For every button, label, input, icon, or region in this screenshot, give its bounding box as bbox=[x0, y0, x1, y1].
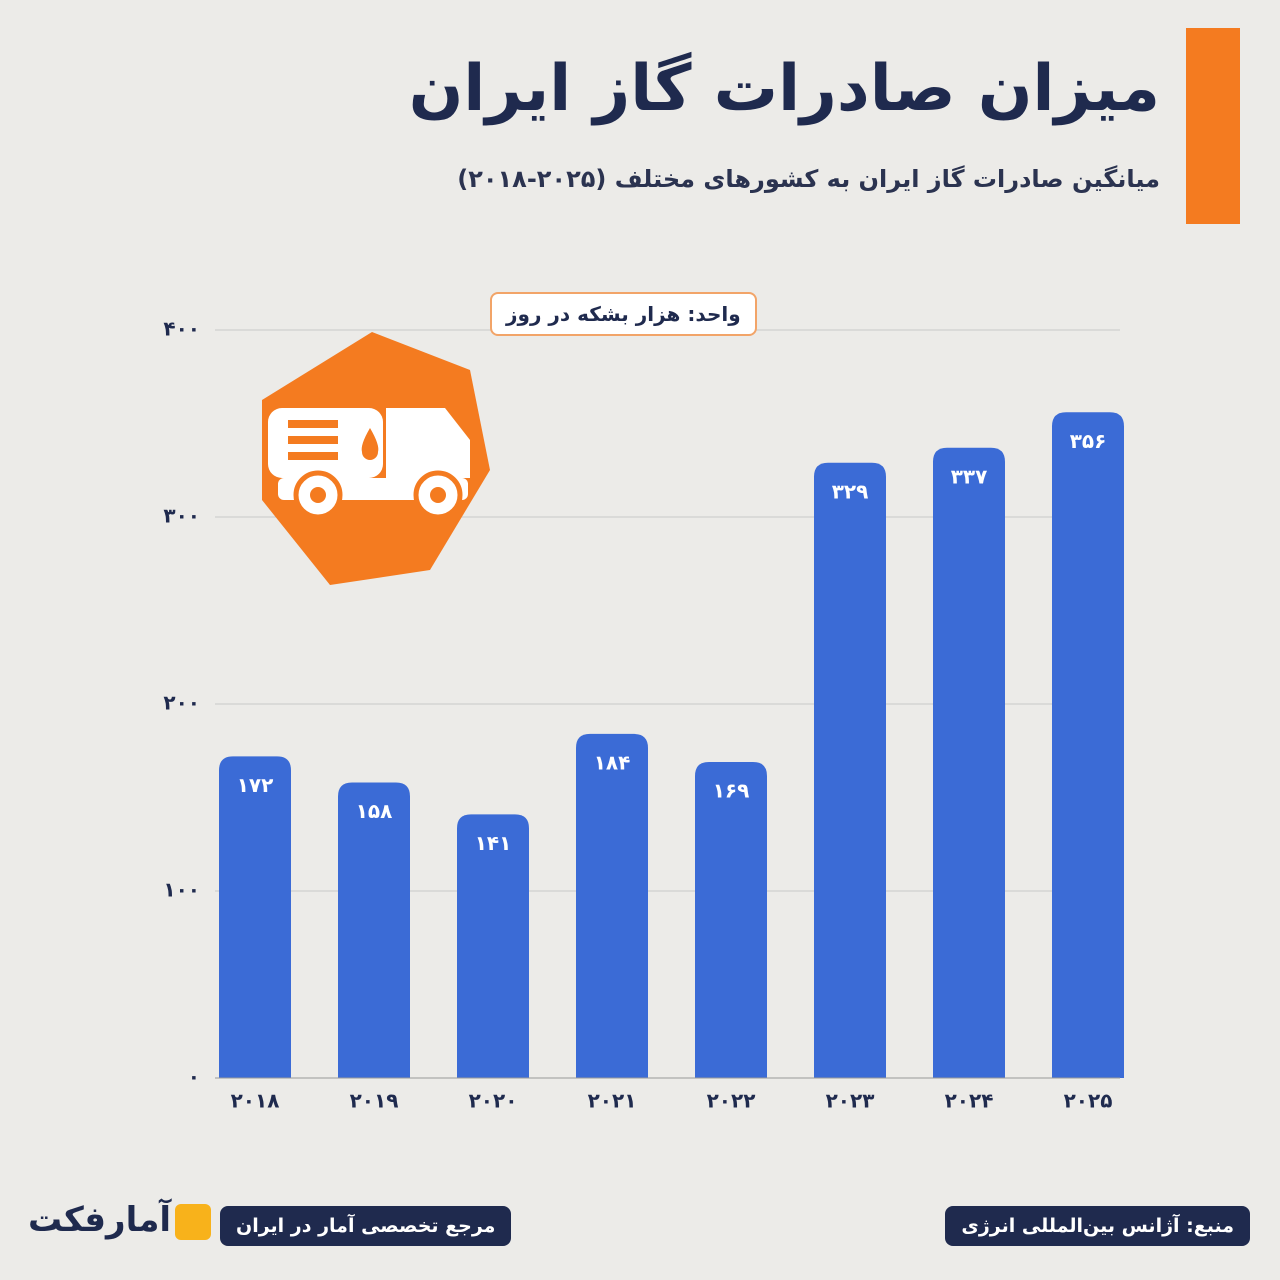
x-tick-label: ۲۰۲۱ bbox=[588, 1089, 637, 1113]
bar bbox=[933, 447, 1005, 1078]
value-label: ۳۲۹ bbox=[832, 479, 869, 503]
bar bbox=[338, 782, 410, 1078]
value-label: ۱۶۹ bbox=[713, 778, 750, 802]
chart-title: میزان صادرات گاز ایران bbox=[408, 52, 1160, 126]
chart-subtitle: میانگین صادرات گاز ایران به کشورهای مختل… bbox=[457, 165, 1160, 193]
x-tick-label: ۲۰۲۳ bbox=[826, 1089, 875, 1113]
y-tick-label: ۰ bbox=[188, 1065, 200, 1089]
brand-logo: آمارفکت bbox=[28, 1200, 172, 1240]
y-tick-label: ۲۰۰ bbox=[163, 691, 200, 715]
value-label: ۳۵۶ bbox=[1070, 429, 1107, 453]
y-tick-label: ۳۰۰ bbox=[163, 504, 200, 528]
bar bbox=[457, 814, 529, 1078]
x-tick-label: ۲۰۲۵ bbox=[1064, 1089, 1113, 1113]
bar bbox=[814, 462, 886, 1078]
x-tick-label: ۲۰۲۴ bbox=[945, 1089, 994, 1113]
bar bbox=[219, 756, 291, 1078]
y-tick-label: ۱۰۰ bbox=[163, 878, 200, 902]
x-tick-label: ۲۰۲۲ bbox=[707, 1089, 756, 1113]
bar bbox=[1052, 412, 1124, 1078]
tanker-icon bbox=[262, 332, 490, 585]
value-label: ۱۵۸ bbox=[356, 799, 393, 823]
bar bbox=[695, 761, 767, 1078]
unit-label: واحد: هزار بشکه در روز bbox=[490, 292, 757, 336]
source: منبع: آژانس بین‌المللی انرژی bbox=[945, 1206, 1250, 1246]
tagline: مرجع تخصصی آمار در ایران bbox=[220, 1206, 512, 1246]
value-label: ۱۷۲ bbox=[237, 773, 274, 797]
accent-bar bbox=[1186, 28, 1240, 224]
value-label: ۱۸۴ bbox=[594, 750, 631, 774]
y-tick-label: ۴۰۰ bbox=[163, 317, 200, 341]
x-tick-label: ۲۰۱۹ bbox=[350, 1089, 399, 1113]
value-label: ۳۳۷ bbox=[951, 464, 988, 488]
x-tick-label: ۲۰۱۸ bbox=[231, 1089, 280, 1113]
value-label: ۱۴۱ bbox=[475, 831, 512, 855]
bar bbox=[576, 733, 648, 1078]
x-tick-label: ۲۰۲۰ bbox=[469, 1089, 518, 1113]
brand-icon bbox=[175, 1204, 211, 1240]
